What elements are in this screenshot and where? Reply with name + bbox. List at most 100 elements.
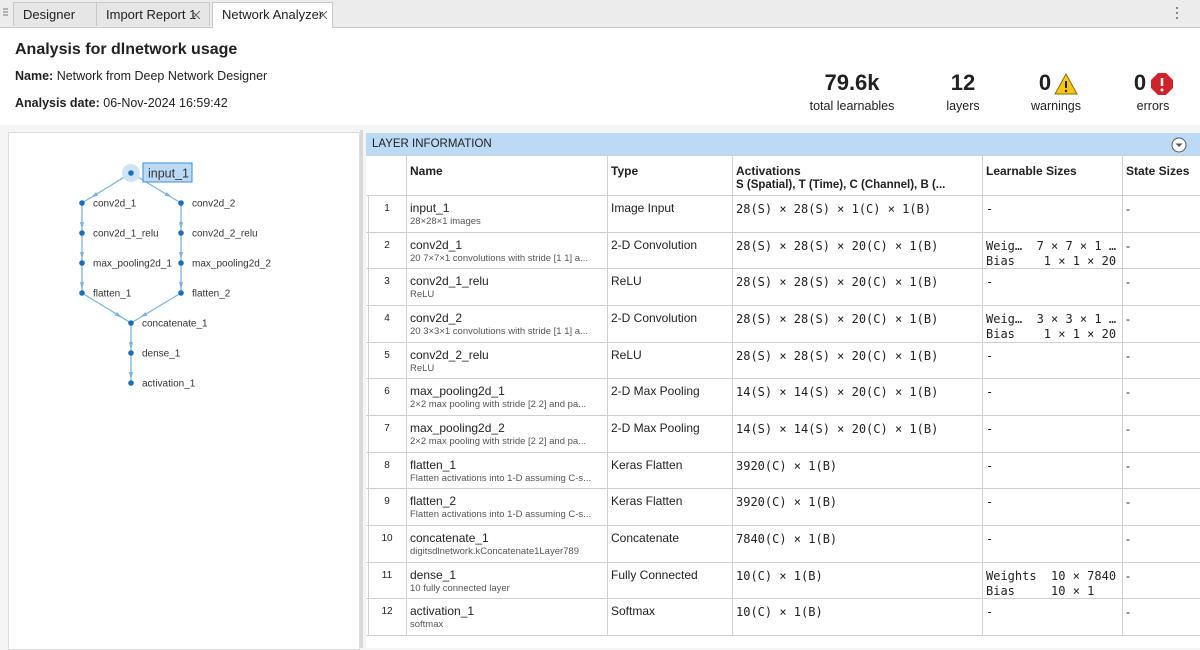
state-size: - (1126, 202, 1130, 216)
graph-node (128, 380, 134, 386)
node-label: concatenate_1 (142, 319, 208, 330)
learnable-size: - (986, 202, 994, 216)
layer-name: conv2d_1_relu (410, 274, 489, 289)
row-index: 12 (381, 606, 393, 618)
column-header: State Sizes (1126, 164, 1190, 178)
tab[interactable]: Designer (13, 2, 97, 26)
activations: 14(S) × 14(S) × 20(C) × 1(B) (736, 385, 939, 400)
layer-description: Flatten activations into 1-D assuming C-… (410, 472, 592, 484)
learnable-size: Bias 10 × 1 (986, 583, 1095, 598)
learnable-size: - (986, 385, 994, 400)
layer-type: Keras Flatten (611, 494, 683, 509)
more-icon[interactable] (1175, 6, 1179, 20)
grid-line (366, 488, 1200, 489)
grid-line (366, 342, 1200, 343)
tab[interactable]: Import Report 1 (96, 2, 210, 26)
node-label: input_1 (148, 167, 189, 181)
state-size: - (1126, 495, 1130, 510)
grid-line (366, 268, 1200, 269)
graph-arrow (114, 311, 123, 318)
layer-type: Keras Flatten (611, 457, 683, 472)
collapse-icon[interactable] (1171, 137, 1187, 153)
row-index: 6 (384, 386, 390, 398)
menu-icon[interactable] (3, 7, 9, 19)
grid-line (406, 155, 407, 635)
row-index: 11 (381, 569, 393, 581)
grid-line (366, 562, 1200, 563)
layer-type: 2-D Max Pooling (611, 421, 700, 435)
row-index: 2 (384, 239, 390, 251)
layer-name: input_1 (410, 201, 450, 215)
layer-type: Image Input (611, 201, 675, 215)
grid-line (732, 155, 733, 635)
row-index: 4 (384, 313, 390, 324)
row-index: 1 (384, 203, 390, 214)
graph-edge (81, 172, 132, 204)
grid-line (982, 155, 983, 635)
layer-name: flatten_2 (410, 494, 457, 509)
column-header: Activations (736, 164, 801, 178)
learnable-size: - (986, 605, 994, 620)
header (0, 28, 1200, 125)
graph-arrow (90, 191, 99, 198)
layer-description: digitsdlnetwork.kConcatenate1Layer789 (410, 546, 579, 557)
node-label: activation_1 (142, 379, 196, 390)
activations: 10(C) × 1(B) (736, 605, 823, 620)
summary-label: warnings (1030, 99, 1082, 113)
graph-edge (81, 292, 132, 324)
node-label: conv2d_1 (93, 199, 137, 210)
layer-name: conv2d_2 (410, 311, 463, 325)
row-index: 7 (384, 423, 390, 434)
node-label: max_pooling2d_2 (192, 259, 271, 270)
graph-arrow (128, 342, 134, 350)
node-label: flatten_1 (93, 289, 132, 300)
layer-description: softmax (410, 619, 444, 631)
summary-value: 0 (1038, 70, 1052, 95)
state-size: - (1126, 458, 1130, 473)
splitter[interactable] (360, 130, 363, 648)
tab-label: Import Report 1 (106, 7, 197, 22)
close-icon[interactable] (192, 11, 200, 19)
value: Network from Deep Network Designer (56, 69, 268, 83)
activations: 28(S) × 28(S) × 20(C) × 1(B) (736, 275, 939, 290)
close-icon[interactable] (319, 11, 327, 19)
grid-line (366, 305, 1200, 306)
graph: input_1 conv2d_1 conv2d_2 conv2d_1_relu conv… (79, 162, 271, 390)
layer-description: 10 fully connected layer (410, 582, 510, 594)
summary-value: 0 (1133, 70, 1147, 95)
layer-type: ReLU (611, 347, 642, 362)
layer-name: max_pooling2d_1 (410, 384, 505, 399)
graph-arrow (79, 252, 85, 260)
layer-name: conv2d_1 (410, 237, 463, 252)
layer-description: 28×28×1 images (410, 216, 481, 227)
activations: 14(S) × 14(S) × 20(C) × 1(B) (736, 422, 939, 436)
row-index: 5 (384, 349, 390, 361)
learnable-size: Weig… 3 × 3 × 1 … (986, 312, 1117, 326)
activations: 7840(C) × 1(B) (736, 532, 838, 546)
graph-node (79, 230, 85, 236)
graph-arrow (79, 282, 85, 290)
grid-line (366, 232, 1200, 233)
layer-type: 2-D Convolution (611, 237, 698, 252)
summary-label: layers (946, 99, 980, 113)
grid-line (366, 415, 1200, 416)
learnable-size: Weig… 7 × 7 × 1 … (986, 238, 1117, 253)
node-label: conv2d_2_relu (192, 229, 258, 240)
label: Analysis date: (15, 96, 100, 110)
state-size: - (1126, 422, 1130, 436)
learnable-size: - (986, 422, 994, 436)
graph-node (79, 260, 85, 266)
layer-description: Flatten activations into 1-D assuming C-… (410, 509, 592, 521)
graph-arrow (164, 191, 172, 198)
layer-description: ReLU (410, 362, 435, 374)
layer-name: conv2d_2_relu (410, 347, 489, 362)
tab[interactable]: Network Analyzer (212, 2, 333, 28)
grid-line (368, 195, 369, 635)
layer-description: 2×2 max pooling with stride [2 2] and pa… (410, 436, 587, 447)
node-label: flatten_2 (192, 289, 231, 300)
row-index: 9 (384, 496, 390, 508)
label: Name: (15, 69, 54, 83)
node-label: max_pooling2d_1 (93, 259, 172, 270)
state-size: - (1126, 385, 1130, 400)
